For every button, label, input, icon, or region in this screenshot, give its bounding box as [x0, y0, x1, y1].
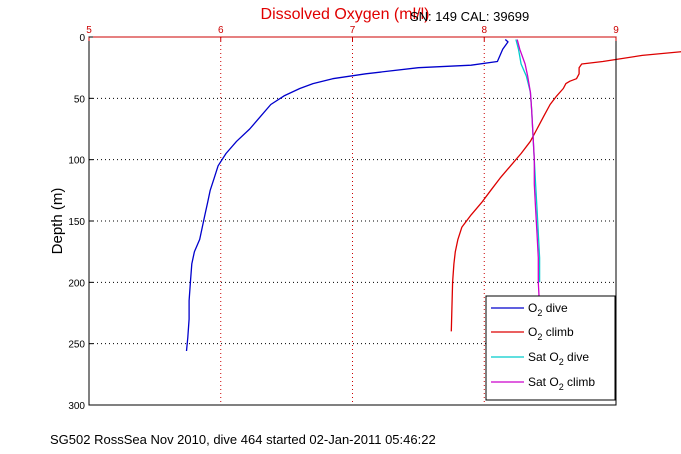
legend-entry: O2 dive	[528, 301, 568, 318]
y-tick-label: 100	[68, 156, 85, 167]
footer-caption: SG502 RossSea Nov 2010, dive 464 started…	[50, 432, 436, 447]
x-tick-label: 6	[218, 25, 224, 36]
series-line-2	[450, 51, 681, 332]
grid	[89, 37, 616, 405]
y-tick-label: 0	[79, 33, 85, 44]
y-tick-label: 250	[68, 340, 85, 351]
x-tick-label: 8	[481, 25, 487, 36]
series-line-1	[185, 39, 509, 352]
data-series	[185, 39, 681, 352]
sensor-annotation: SN: 149 CAL: 39699	[410, 9, 529, 24]
legend: O2 dive O2 climb Sat O2 dive Sat O2 climb	[485, 295, 616, 401]
legend-box	[485, 295, 616, 401]
y-tick-label: 200	[68, 278, 85, 289]
series-line-4	[516, 39, 541, 307]
y-tick-label: 50	[74, 94, 86, 105]
legend-entry: Sat O2 dive	[528, 350, 589, 367]
axis-ticks: 5 6 7 8 9 0 50 100 150 200 250 300	[68, 25, 619, 412]
y-axis-label: Depth (m)	[49, 188, 66, 255]
x-tick-label: 9	[613, 25, 619, 36]
y-tick-label: 150	[68, 217, 85, 228]
x-tick-label: 7	[350, 25, 356, 36]
x-tick-label: 5	[86, 25, 92, 36]
chart-title: Dissolved Oxygen (ml/l)	[261, 6, 430, 23]
legend-entry: O2 climb	[528, 325, 574, 342]
legend-entry: Sat O2 climb	[528, 375, 595, 392]
y-tick-label: 300	[68, 401, 85, 412]
